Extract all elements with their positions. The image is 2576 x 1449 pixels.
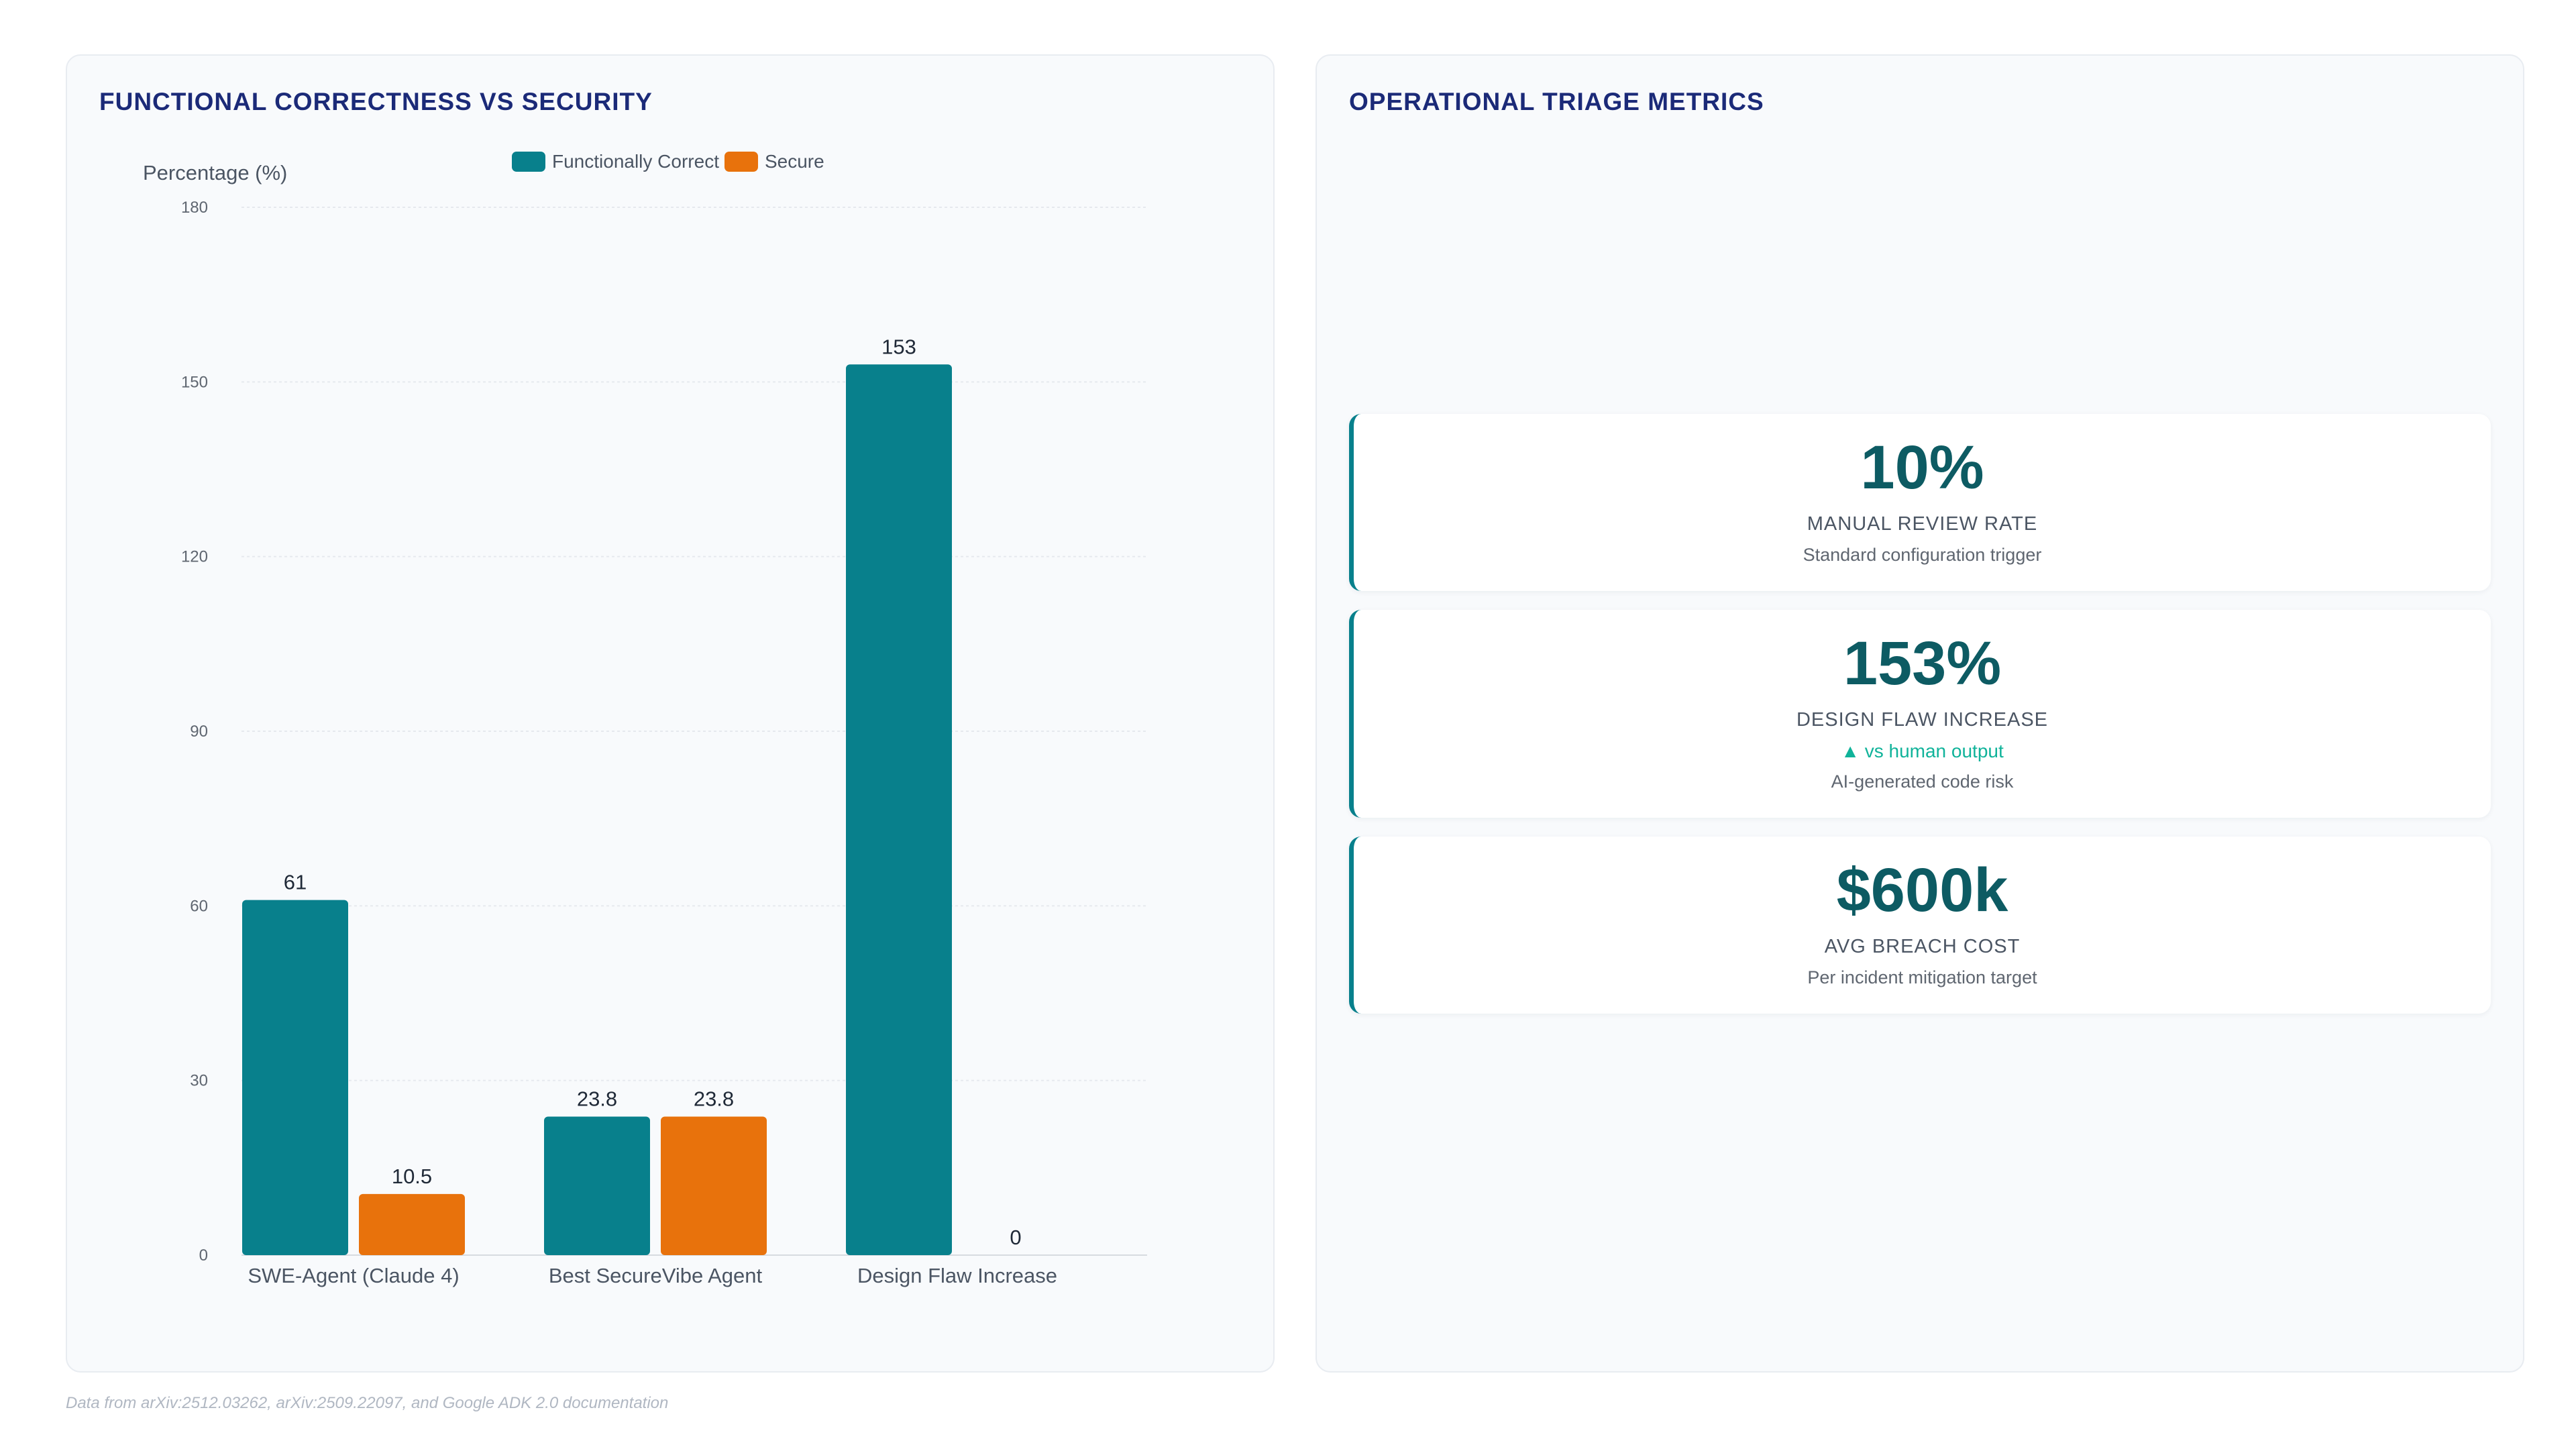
metric-subtext: Per incident mitigation target xyxy=(1807,967,2037,987)
bar xyxy=(544,1116,650,1255)
metric-label: AVG BREACH COST xyxy=(1824,935,2021,957)
metric-card-manual-review: 10% MANUAL REVIEW RATE Standard configur… xyxy=(1349,413,2491,591)
x-tick-label: Best SecureVibe Agent xyxy=(549,1264,763,1287)
chart-panel-title: FUNCTIONAL CORRECTNESS VS SECURITY xyxy=(99,88,653,115)
y-tick-label: 120 xyxy=(181,548,208,566)
bar-value-label: 10.5 xyxy=(392,1165,432,1188)
bar-value-label: 23.8 xyxy=(577,1087,617,1110)
metric-value: 10% xyxy=(1860,433,1984,502)
metric-label: DESIGN FLAW INCREASE xyxy=(1796,708,2049,731)
legend-label: Secure xyxy=(765,151,824,172)
bar-value-label: 23.8 xyxy=(694,1087,734,1110)
bar xyxy=(242,900,348,1255)
legend-swatch xyxy=(724,152,758,172)
bar-chart: Percentage (%) 0 30 60 90 120 150 180 Functional… xyxy=(143,151,1147,1287)
x-tick-label: Design Flaw Increase xyxy=(857,1264,1057,1287)
legend-swatch xyxy=(512,152,545,172)
legend-label: Functionally Correct xyxy=(552,151,719,172)
chart-panel: FUNCTIONAL CORRECTNESS VS SECURITY Perce… xyxy=(66,54,1275,1373)
y-tick-label: 30 xyxy=(190,1072,208,1090)
y-tick-label: 180 xyxy=(181,199,208,217)
y-axis-title: Percentage (%) xyxy=(143,161,287,184)
metric-card-breach-cost: $600k AVG BREACH COST Per incident mitig… xyxy=(1349,836,2491,1014)
x-tick-label: SWE-Agent (Claude 4) xyxy=(248,1264,459,1287)
metrics-panel-title: OPERATIONAL TRIAGE METRICS xyxy=(1349,88,1764,115)
metrics-panel: OPERATIONAL TRIAGE METRICS 10% MANUAL RE… xyxy=(1316,54,2524,1373)
y-tick-label: 0 xyxy=(199,1246,208,1265)
metric-trend: ▲ vs human output xyxy=(1841,740,2004,761)
y-tick-label: 90 xyxy=(190,722,208,741)
bar-value-label: 61 xyxy=(284,871,307,894)
metric-value: 153% xyxy=(1843,629,2002,698)
metric-subtext: Standard configuration trigger xyxy=(1803,544,2042,565)
y-tick-label: 60 xyxy=(190,897,208,915)
bar-value-label: 0 xyxy=(1010,1226,1021,1249)
metric-card-design-flaw: 153% DESIGN FLAW INCREASE ▲ vs human out… xyxy=(1349,609,2491,818)
metric-subtext: AI-generated code risk xyxy=(1831,771,2014,792)
bar xyxy=(661,1116,767,1255)
bar xyxy=(359,1193,465,1255)
bar xyxy=(846,364,952,1255)
metric-label: MANUAL REVIEW RATE xyxy=(1807,513,2038,535)
bar-value-label: 153 xyxy=(881,335,916,358)
metric-value: $600k xyxy=(1836,855,2008,924)
data-source-footnote: Data from arXiv:2512.03262, arXiv:2509.2… xyxy=(66,1394,669,1412)
metric-cards: 10% MANUAL REVIEW RATE Standard configur… xyxy=(1349,56,2491,1371)
y-tick-label: 150 xyxy=(181,373,208,391)
